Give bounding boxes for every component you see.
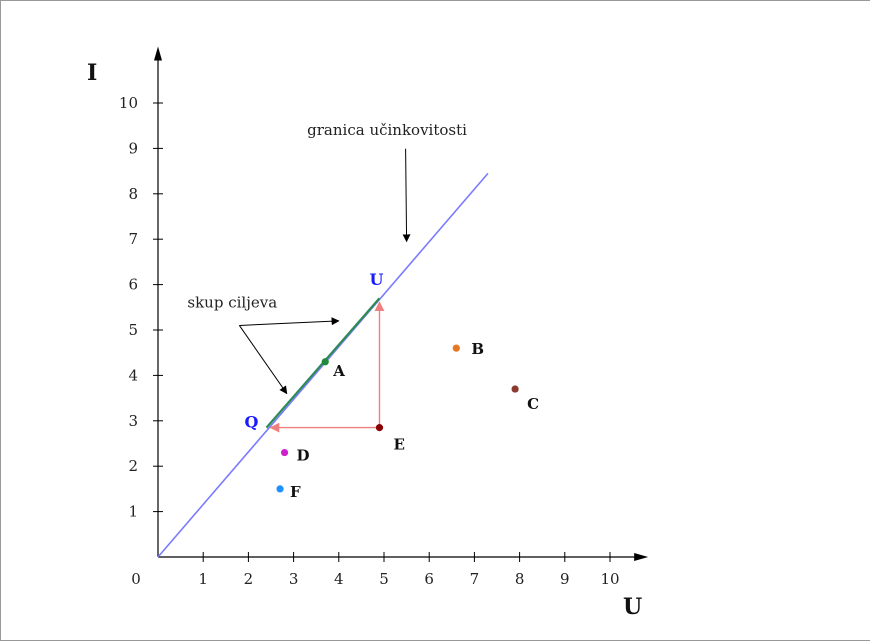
point-label-d: D	[297, 447, 310, 465]
point-f	[276, 485, 284, 493]
y-tick-label: 2	[128, 457, 138, 475]
y-tick-label: 9	[128, 139, 138, 157]
point-a	[321, 358, 329, 366]
x-tick-label: 5	[379, 570, 389, 588]
point-label-a: A	[332, 362, 345, 380]
frontier-label-q: Q	[244, 413, 258, 432]
x-tick-label: 4	[334, 570, 344, 588]
y-tick-label: 7	[128, 230, 138, 248]
y-tick-label: 3	[128, 412, 138, 430]
frontier-annotation: granica učinkovitosti	[307, 121, 467, 139]
frontier-label-u: U	[369, 270, 383, 289]
x-tick-label: 8	[515, 570, 525, 588]
x-tick-label: 7	[470, 570, 480, 588]
y-tick-label: 8	[128, 185, 138, 203]
x-tick-label: 10	[600, 570, 619, 588]
x-axis-title: U	[623, 594, 642, 620]
y-tick-label: 10	[119, 94, 138, 112]
point-e	[375, 424, 384, 432]
point-c	[511, 385, 519, 393]
x-tick-label: 0	[131, 570, 141, 588]
x-tick-label: 6	[424, 570, 434, 588]
data-points: A B C D E F Q U	[244, 270, 539, 501]
frontier-annotation-arrow	[402, 148, 411, 243]
point-label-e: E	[393, 436, 404, 454]
point-label-c: C	[527, 395, 539, 413]
y-tick-label: 4	[128, 366, 138, 384]
x-tick-label: 1	[198, 570, 208, 588]
y-tick-label: 6	[128, 276, 138, 294]
target-set-annotation-arrow	[239, 317, 340, 326]
x-tick-label: 9	[560, 570, 570, 588]
x-tick-label: 3	[289, 570, 299, 588]
efficiency-frontier-line	[157, 172, 489, 558]
y-tick-label: 1	[128, 503, 138, 521]
y-axis-title: I	[87, 60, 97, 86]
point-label-b: B	[471, 340, 484, 358]
point-b	[452, 344, 460, 352]
x-tick-label: 2	[244, 570, 254, 588]
target-set-annotation-arrow	[238, 325, 288, 395]
y-tick-label: 5	[128, 321, 138, 339]
target-set-annotation: skup ciljeva	[187, 293, 277, 311]
x-axis-arrowhead	[634, 553, 649, 561]
point-label-f: F	[290, 483, 301, 501]
point-d	[280, 448, 289, 457]
axis-ticks: 0 1 2 3 4 5 6 7 8 9 10 1 2 3 4 5 6 7 8 9 10	[119, 94, 620, 588]
y-axis-arrowhead	[154, 46, 162, 61]
